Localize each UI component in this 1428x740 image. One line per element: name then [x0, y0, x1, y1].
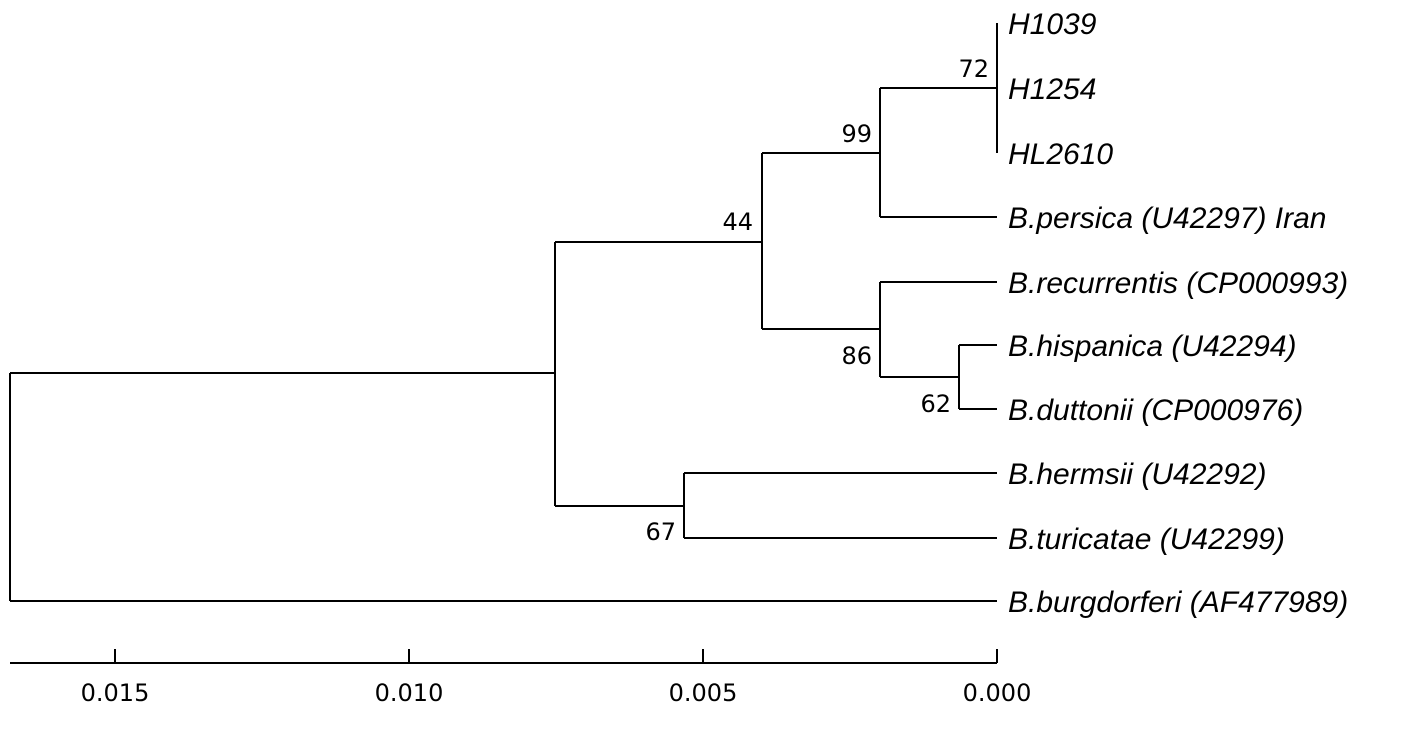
- bootstrap-86: 86: [841, 342, 872, 370]
- scale-axis: 0.015 0.010 0.005 0.000: [10, 649, 1031, 707]
- scale-axis-ticks: 0.015 0.010 0.005 0.000: [81, 649, 1032, 707]
- taxon-label-recurrentis: B.recurrentis (CP000993): [1008, 267, 1348, 300]
- taxon-label-duttonii: B.duttonii (CP000976): [1008, 394, 1303, 427]
- taxon-label-h1039: H1039: [1008, 8, 1097, 41]
- scale-tick-label: 0.010: [375, 679, 444, 707]
- tree-branches: [9, 23, 998, 602]
- taxon-labels: H1039 H1254 HL2610 B.persica (U42297) Ir…: [1008, 8, 1348, 619]
- taxon-label-h1254: H1254: [1008, 73, 1096, 106]
- scale-tick-label: 0.000: [963, 679, 1032, 707]
- taxon-label-hermsii: B.hermsii (U42292): [1008, 458, 1266, 491]
- bootstrap-67: 67: [645, 518, 676, 546]
- taxon-label-burgdorferi: B.burgdorferi (AF477989): [1008, 586, 1348, 619]
- scale-tick-label: 0.015: [81, 679, 150, 707]
- taxon-label-persica: B.persica (U42297) Iran: [1008, 202, 1327, 235]
- taxon-label-turicatae: B.turicatae (U42299): [1008, 523, 1285, 556]
- bootstrap-72: 72: [958, 55, 989, 83]
- taxon-label-hispanica: B.hispanica (U42294): [1008, 330, 1297, 363]
- scale-tick-label: 0.005: [669, 679, 738, 707]
- bootstrap-62: 62: [920, 390, 951, 418]
- bootstrap-44: 44: [722, 208, 753, 236]
- bootstrap-99: 99: [841, 120, 872, 148]
- bootstrap-labels: 72 99 44 86 62 67: [645, 55, 989, 546]
- taxon-label-hl2610: HL2610: [1008, 138, 1113, 171]
